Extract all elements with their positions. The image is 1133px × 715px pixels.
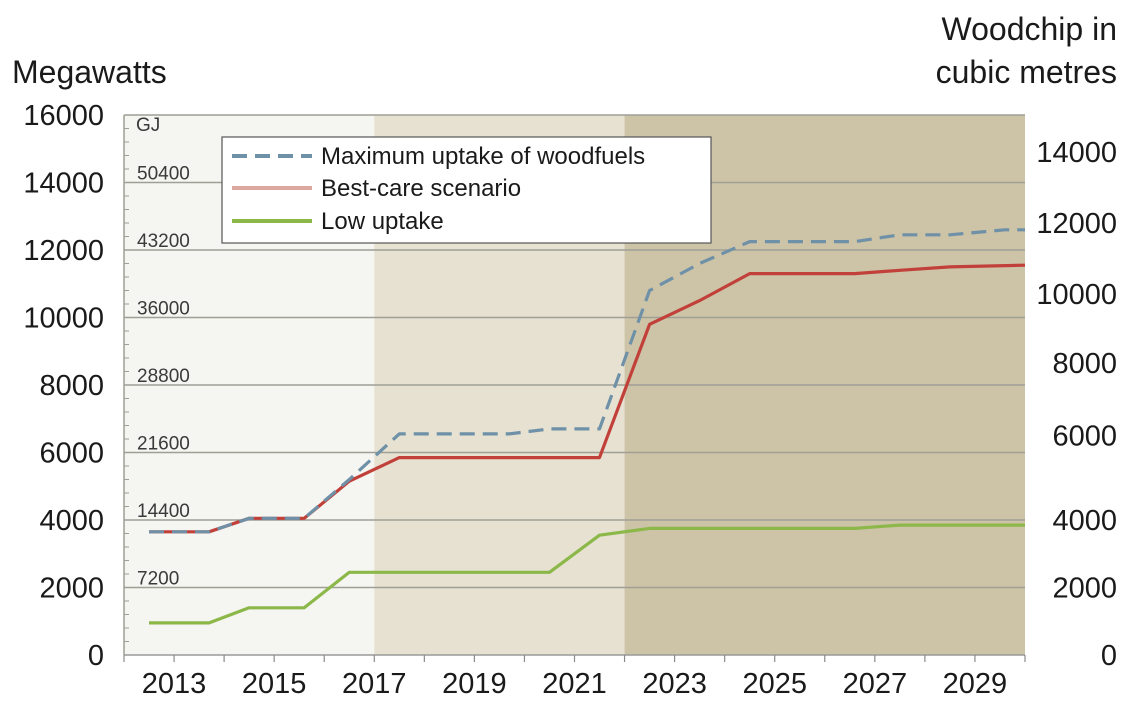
- left-y-tick-label: 8000: [39, 370, 104, 402]
- x-tick-label: 2029: [943, 668, 1008, 700]
- x-tick-label: 2019: [442, 668, 507, 700]
- legend-label-best-care: Best-care scenario: [321, 175, 521, 202]
- series-line-low-uptake: [149, 523, 1025, 625]
- left-y-tick-label: 6000: [39, 438, 104, 470]
- series-line-maximum-uptake-of-woodfuels: [149, 228, 1025, 534]
- series-line-best-care-scenario: [149, 263, 1026, 534]
- gj-scale: GJ 7200 14400 21600 28800 36000 43200 50400: [136, 115, 190, 590]
- right-y-tick-label: 0: [1101, 640, 1117, 672]
- gj-tick-label: 7200: [137, 569, 179, 590]
- legend: Maximum uptake of woodfuels Best-care sc…: [221, 136, 712, 244]
- legend-label-low-uptake: Low uptake: [321, 208, 444, 235]
- right-axis-title-line2: cubic metres: [936, 54, 1117, 90]
- left-y-tick-label: 16000: [23, 100, 104, 132]
- right-y-tick-label: 2000: [1052, 573, 1117, 605]
- left-axis-title: Megawatts: [12, 54, 167, 90]
- gridlines: [123, 114, 1025, 656]
- right-y-tick-label: 14000: [1036, 137, 1117, 169]
- right-y-tick-label: 6000: [1052, 421, 1117, 453]
- right-y-tick-label: 12000: [1036, 208, 1117, 240]
- legend-label-max-uptake: Maximum uptake of woodfuels: [321, 143, 645, 170]
- right-y-tick-label: 10000: [1036, 279, 1117, 311]
- left-y-tick-label: 0: [88, 640, 104, 672]
- gj-tick-label: 36000: [137, 299, 190, 320]
- gj-tick-label: 21600: [137, 434, 190, 455]
- left-y-tick-label: 4000: [39, 505, 104, 537]
- gj-tick-label: 14400: [137, 501, 190, 522]
- x-tick-label: 2015: [242, 668, 307, 700]
- x-tick-label: 2027: [843, 668, 908, 700]
- axis-labels: Megawatts Woodchip in cubic metres 0 2000…: [12, 11, 1117, 700]
- right-y-tick-label: 4000: [1052, 505, 1117, 537]
- x-tick-label: 2017: [342, 668, 407, 700]
- left-y-tick-label: 10000: [23, 303, 104, 335]
- gj-tick-label: 50400: [137, 164, 190, 185]
- gj-unit-label: GJ: [136, 115, 160, 136]
- x-tick-label: 2025: [742, 668, 807, 700]
- gj-tick-label: 28800: [137, 366, 190, 387]
- left-y-tick-label: 14000: [23, 168, 104, 200]
- gj-tick-label: 43200: [137, 231, 190, 252]
- axes: [123, 654, 1026, 662]
- left-y-tick-label: 2000: [39, 573, 104, 605]
- left-y-tick-label: 12000: [23, 235, 104, 267]
- x-tick-label: 2013: [142, 668, 207, 700]
- right-y-tick-label: 8000: [1052, 348, 1117, 380]
- right-axis-title-line1: Woodchip in: [941, 11, 1117, 47]
- x-tick-label: 2023: [642, 668, 707, 700]
- series-lines: [149, 228, 1026, 625]
- x-tick-label: 2021: [542, 668, 607, 700]
